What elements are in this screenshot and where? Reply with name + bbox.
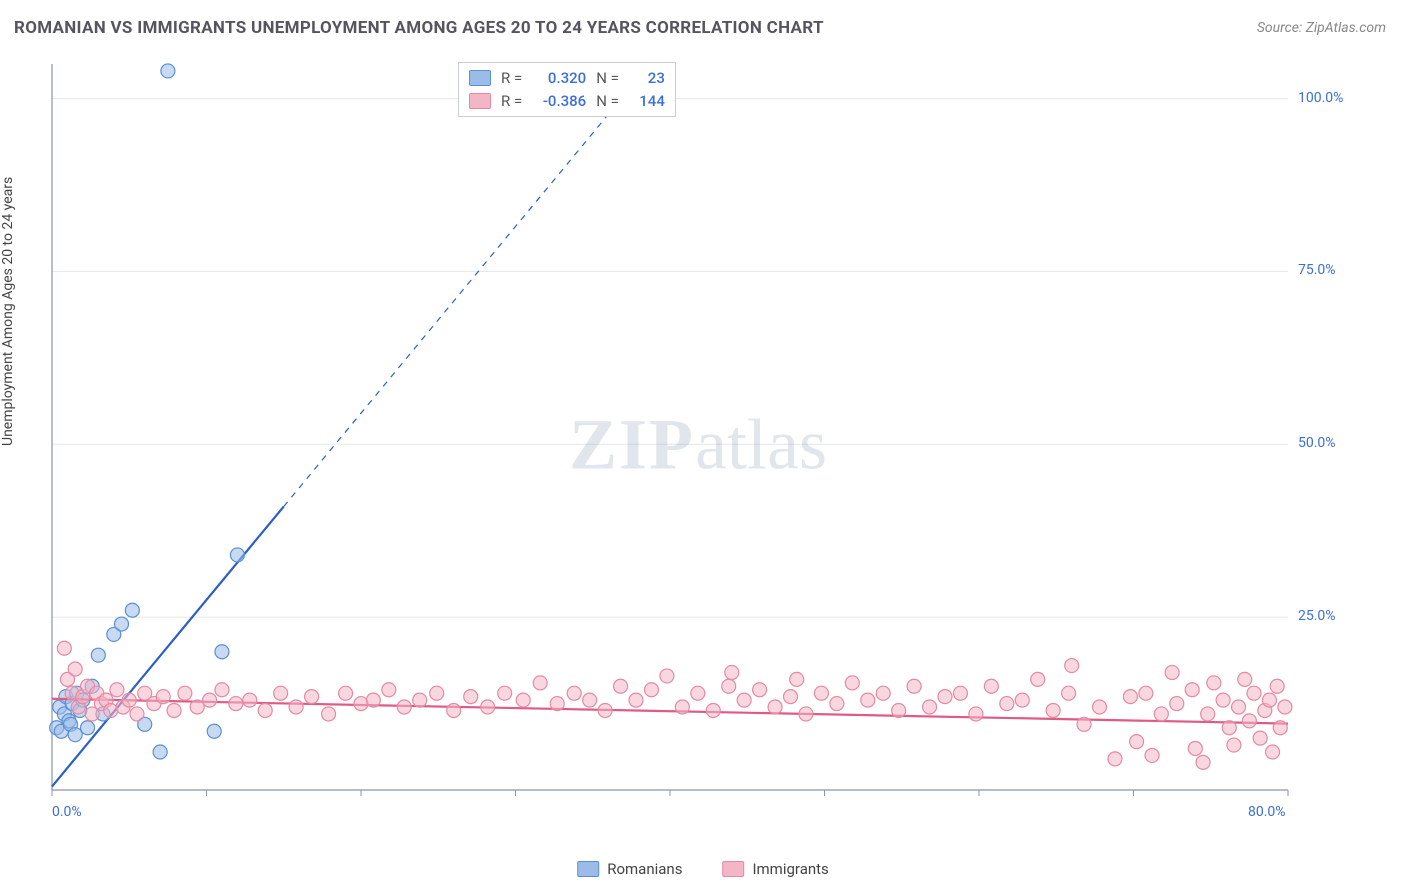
n-label: N = [596,67,619,90]
legend-item: Romanians [577,860,682,878]
n-value: 23 [629,67,665,90]
y-axis-label: Unemployment Among Ages 20 to 24 years [0,177,16,446]
scatter-chart [48,60,1348,830]
n-value: 144 [629,90,665,113]
legend-swatch [722,861,744,877]
r-label: R = [501,67,522,90]
y-tick-label: 75.0% [1298,262,1336,278]
r-value: -0.386 [532,90,586,113]
legend-label: Romanians [607,860,682,878]
legend: Romanians Immigrants [577,860,829,878]
n-label: N = [596,90,619,113]
y-tick-label: 50.0% [1298,435,1336,451]
legend-item: Immigrants [722,860,828,878]
stats-row: R = 0.320 N = 23 [469,67,665,90]
x-tick-label: 0.0% [52,804,82,820]
chart-title: ROMANIAN VS IMMIGRANTS UNEMPLOYMENT AMON… [14,18,824,38]
r-value: 0.320 [532,67,586,90]
correlation-stats-box: R = 0.320 N = 23 R = -0.386 N = 144 [458,62,676,117]
plot-area: ZIPatlas R =0.320N =23R =-0.386N =144 [48,60,1348,830]
x-tick-label: 80.0% [1248,804,1286,820]
y-tick-label: 100.0% [1298,90,1343,106]
series-swatch [469,70,491,86]
legend-label: Immigrants [752,860,828,878]
y-tick-label: 25.0% [1298,608,1336,624]
source-attribution: Source: ZipAtlas.com [1257,20,1386,36]
chart-container: ROMANIAN VS IMMIGRANTS UNEMPLOYMENT AMON… [0,0,1406,892]
stats-row: R = -0.386 N = 144 [469,90,665,113]
r-label: R = [501,90,522,113]
series-swatch [469,93,491,109]
legend-swatch [577,861,599,877]
